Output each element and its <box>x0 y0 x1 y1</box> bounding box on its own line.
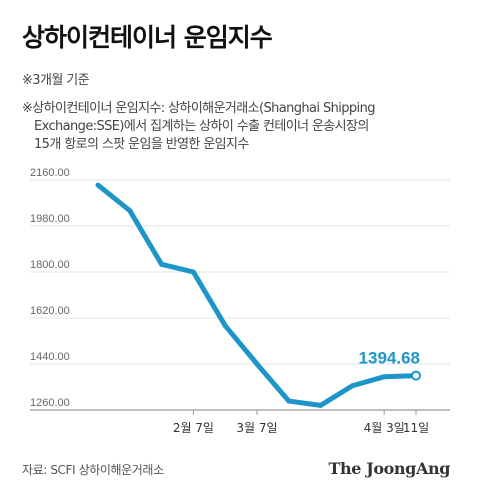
last-value-label: 1394.68 <box>359 349 420 368</box>
chart-title: 상하이컨테이너 운임지수 <box>22 23 273 52</box>
y-tick-label: 1980.00 <box>30 213 70 225</box>
x-tick-label: 11일 <box>403 421 429 435</box>
y-tick-label: 2160.00 <box>30 167 70 179</box>
series-line-segment <box>381 373 419 380</box>
series-line-segment <box>349 374 387 389</box>
y-tick-label: 1620.00 <box>30 305 70 317</box>
series-line-segment <box>190 269 228 329</box>
definition-note-line-2: Exchange:SSE)에서 집계하는 상하이 수출 컨테이너 운송시장의 <box>34 119 369 134</box>
gridlines <box>30 179 450 411</box>
source-note: 자료: SCFI 상하이해운거래소 <box>22 463 164 477</box>
y-axis-ticks: 2160.00 1980.00 1800.00 1620.00 1440.00 1260.… <box>30 167 70 409</box>
series-line-segment <box>159 261 196 275</box>
y-tick-label: 1260.00 <box>30 397 70 409</box>
series-line-segment <box>286 398 324 408</box>
series-line-segment <box>318 383 355 408</box>
series-markers: 1394.68 <box>359 349 421 381</box>
series-line-segment <box>127 208 165 267</box>
series-line-segment <box>222 323 260 367</box>
last-data-point <box>411 370 421 381</box>
definition-note-line-1: ※상하이컨테이너 운임지수: 상하이해운거래소(Shanghai Shippin… <box>22 101 375 116</box>
series-line-segment <box>254 361 292 404</box>
definition-note-line-3: 15개 항로의 스팟 운임을 반영한 운임지수 <box>34 137 249 152</box>
x-tick-label: 3월 7일 <box>236 421 277 435</box>
definition-note: ※상하이컨테이너 운임지수: 상하이해운거래소(Shanghai Shippin… <box>22 100 472 154</box>
period-note: ※3개월 기준 <box>22 73 90 88</box>
y-tick-label: 1800.00 <box>30 259 70 271</box>
y-tick-label: 1440.00 <box>30 351 70 363</box>
x-tick-label: 2월 7일 <box>173 421 214 435</box>
series-lines <box>95 182 419 408</box>
x-tick-label: 4월 3일 <box>364 421 405 435</box>
series-line-segment <box>95 182 133 214</box>
publisher-logo: The JoongAng <box>328 459 451 478</box>
